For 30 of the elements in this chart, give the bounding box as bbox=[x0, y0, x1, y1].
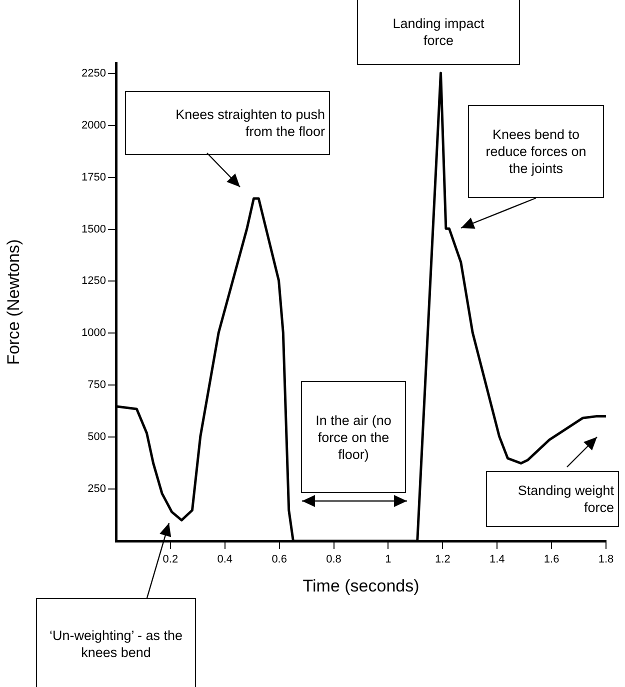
x-tick-label: 0.2 bbox=[162, 554, 178, 566]
x-tick-label: 0.4 bbox=[217, 554, 233, 566]
y-tick-label: 2250 bbox=[82, 67, 106, 80]
x-tick-label: 1.4 bbox=[489, 554, 505, 566]
y-axis-title: Force (Newtons) bbox=[4, 239, 23, 365]
x-tick-label: 1.8 bbox=[598, 554, 614, 566]
y-tick-label: 1750 bbox=[82, 171, 106, 184]
y-tick-label: 2000 bbox=[82, 119, 106, 132]
text-box: Landing impact force bbox=[357, 0, 520, 65]
annotation: Standing weight force bbox=[516, 482, 614, 516]
x-tick-label: 0.6 bbox=[272, 554, 287, 566]
y-tick-label: 500 bbox=[88, 431, 106, 444]
annotation: Knees straighten to push from the floor bbox=[175, 106, 325, 140]
x-tick-label: 1 bbox=[385, 554, 392, 566]
text-box: In the air (no force on the floor) bbox=[301, 381, 406, 493]
x-tick-label: 0.8 bbox=[326, 554, 342, 566]
y-tick-label: 1000 bbox=[82, 327, 106, 340]
annotation: Knees bend to reduce forces on the joints bbox=[484, 126, 588, 177]
y-tick-label: 1500 bbox=[82, 223, 106, 236]
text-box: Knees bend to reduce forces on the joints bbox=[468, 105, 604, 198]
text-box: Standing weight force bbox=[486, 471, 619, 527]
text-box: Knees straighten to push from the floor bbox=[125, 91, 330, 155]
x-tick-label: 1.2 bbox=[435, 554, 450, 566]
x-axis-title: Time (seconds) bbox=[302, 576, 420, 596]
y-tick-label: 1250 bbox=[82, 275, 106, 288]
x-tick-label: 1.6 bbox=[544, 554, 560, 566]
y-tick-label: 250 bbox=[88, 483, 106, 496]
annotation: In the air (no force on the floor) bbox=[314, 412, 392, 462]
text-box: ‘Un-weighting’ - as the knees bend bbox=[36, 598, 196, 687]
y-tick-label: 750 bbox=[88, 379, 106, 392]
